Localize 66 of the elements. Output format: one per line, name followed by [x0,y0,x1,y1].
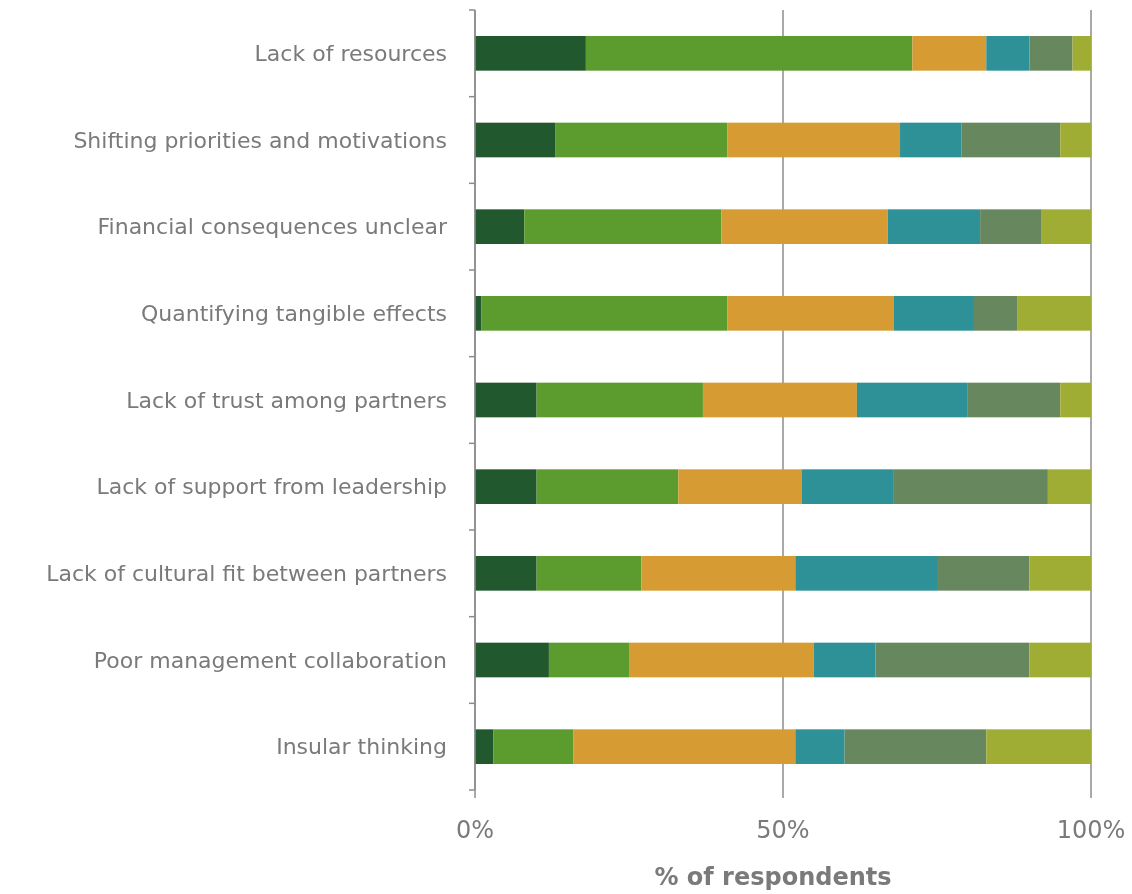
bar [887,209,981,244]
y-tick-label: Lack of trust among partners [126,387,447,413]
bar [1047,469,1091,504]
bar [1029,556,1091,591]
bar [1060,382,1091,418]
bar [912,36,987,71]
bar [893,296,974,331]
bar [475,469,537,504]
bar [536,469,679,504]
bar [986,36,1030,71]
bar [900,122,962,158]
bar [475,122,556,158]
bar [1017,296,1091,331]
bar [893,469,1048,504]
x-tick-label: 100% [1056,816,1126,844]
bar [475,209,525,244]
bar [961,122,1061,158]
bar [986,729,1091,764]
bar [475,36,586,71]
y-tick-label: Shifting priorities and motivations [73,127,447,153]
bar [973,296,1018,331]
bar [980,209,1042,244]
bar [475,642,549,678]
bar [536,556,642,591]
bar [1029,642,1091,678]
bar [813,642,876,678]
bar [475,382,537,418]
bar [678,469,802,504]
y-tick-label: Financial consequences unclear [97,214,448,240]
bar [727,296,894,331]
x-tick-label: 0% [455,816,495,844]
bar [493,729,574,764]
y-tick-label: Poor management collaboration [93,647,447,673]
bar [795,729,845,764]
bar [856,382,968,418]
bar [536,382,703,418]
bar [524,209,722,244]
bar [1029,36,1073,71]
bar [1041,209,1091,244]
y-tick-label: Quantifying tangible effects [141,301,447,327]
bar [555,122,728,158]
bar [1060,122,1091,158]
x-axis-title: % of respondents [654,863,892,891]
bar [475,729,494,764]
bar [548,642,629,678]
bar [801,469,894,504]
bar [795,556,937,591]
bar [875,642,1030,678]
bar [844,729,987,764]
y-tick-label: Lack of support from leadership [96,474,447,500]
bar [727,122,901,158]
bar [641,556,796,591]
bar [721,209,888,244]
y-tick-label: Insular thinking [276,734,447,760]
bar [1072,36,1091,71]
bar [573,729,796,764]
x-tick-label: 50% [756,816,810,844]
bar [967,382,1061,418]
bar [481,296,728,331]
bar [937,556,1030,591]
y-tick-label: Lack of cultural fit between partners [46,561,447,587]
bar [629,642,814,678]
y-tick-label: Lack of resources [254,41,447,67]
bar [585,36,913,71]
bar [702,382,857,418]
bar [475,556,537,591]
